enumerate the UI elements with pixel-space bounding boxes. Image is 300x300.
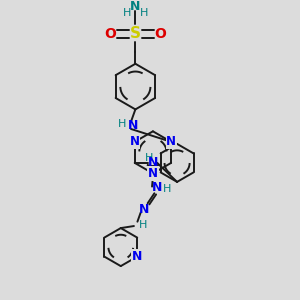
Text: N: N — [130, 0, 141, 13]
Text: O: O — [154, 27, 166, 41]
Text: N: N — [148, 167, 158, 180]
Text: O: O — [105, 27, 116, 41]
Text: H: H — [163, 184, 171, 194]
Text: N: N — [166, 135, 176, 148]
Text: H: H — [118, 119, 126, 129]
Text: S: S — [130, 26, 141, 41]
Text: N: N — [132, 250, 142, 263]
Text: N: N — [128, 119, 139, 132]
Text: N: N — [148, 156, 158, 170]
Text: H: H — [139, 220, 148, 230]
Text: N: N — [139, 202, 149, 216]
Text: H: H — [123, 8, 131, 18]
Text: N: N — [130, 135, 140, 148]
Text: N: N — [152, 181, 162, 194]
Text: H: H — [140, 8, 148, 18]
Text: H: H — [145, 153, 154, 163]
